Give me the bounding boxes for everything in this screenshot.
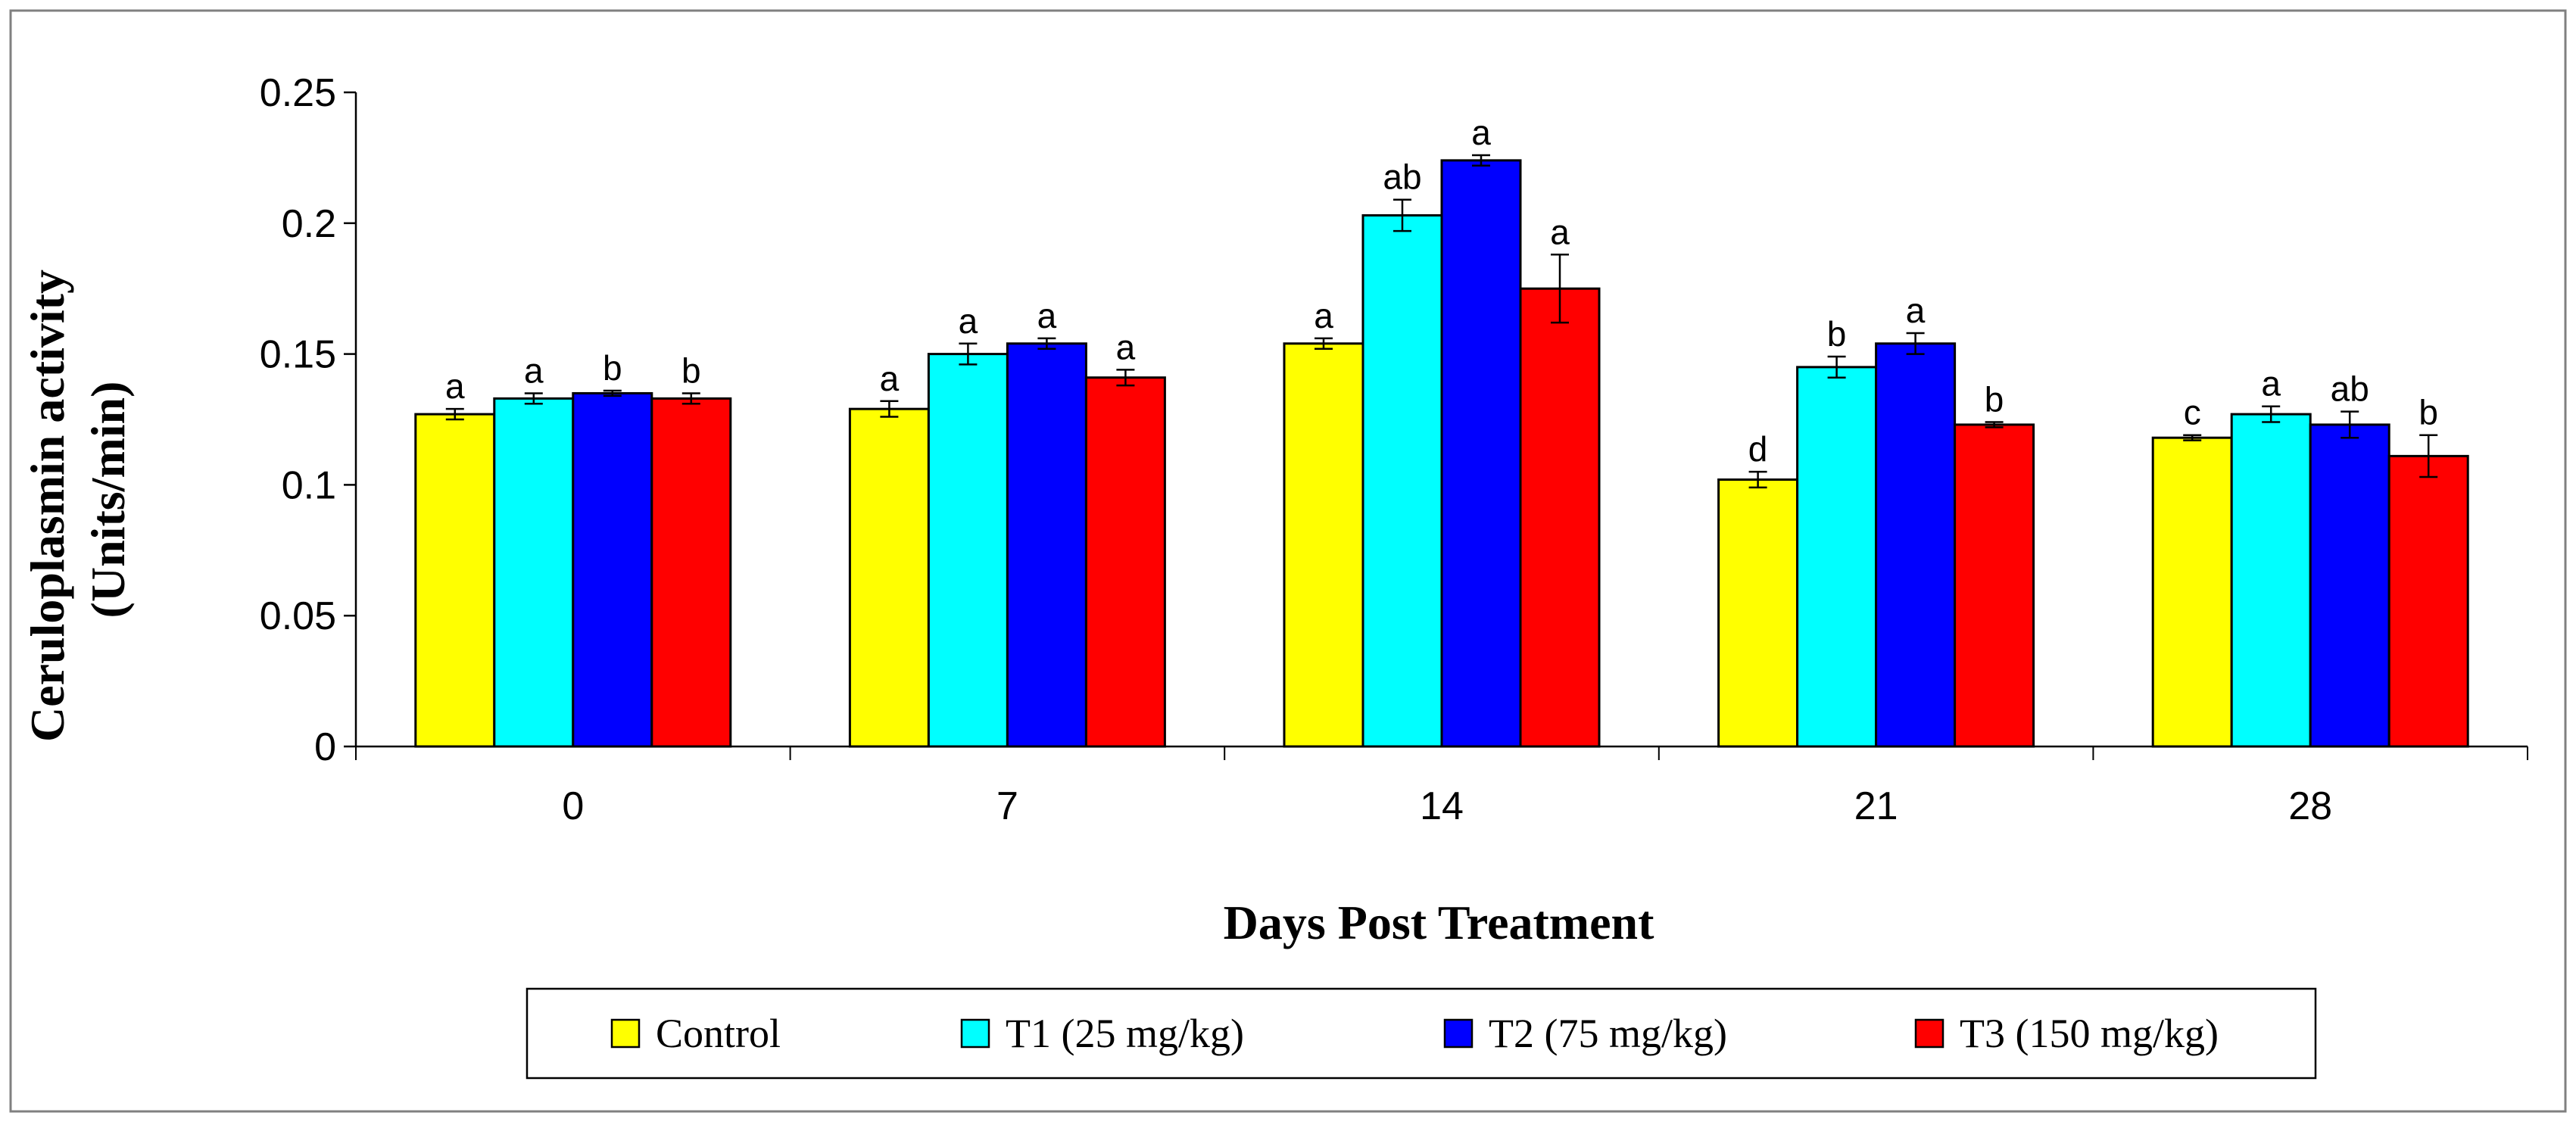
bar xyxy=(1084,376,1166,748)
bar xyxy=(493,397,575,748)
bar xyxy=(2151,436,2233,748)
legend-label: T2 (75 mg/kg) xyxy=(1489,1011,1727,1056)
significance-letter: a xyxy=(880,359,900,398)
y-axis: 0 0.05 0.1 0.15 0.2 0.25 xyxy=(260,71,357,769)
legend-swatch xyxy=(610,1018,641,1049)
significance-letter: b xyxy=(2419,393,2438,432)
significance-letter: c xyxy=(2184,393,2201,432)
bar xyxy=(1519,287,1601,748)
y-tick-label: 0.1 xyxy=(282,463,336,507)
legend-label: Control xyxy=(656,1011,781,1056)
y-axis-title: Ceruloplasmin activity (Units/min) xyxy=(20,257,135,742)
bar xyxy=(414,413,496,748)
significance-letter: b xyxy=(1827,314,1847,354)
significance-letter: a xyxy=(524,351,544,390)
significance-letter: a xyxy=(1314,296,1333,335)
legend: Control T1 (25 mg/kg) T2 (75 mg/kg) T3 (150… xyxy=(525,987,2317,1080)
bar xyxy=(2309,423,2390,748)
y-tick-label: 0 xyxy=(314,725,336,769)
significance-letter: d xyxy=(1748,429,1768,469)
bar xyxy=(1796,366,1878,748)
bar xyxy=(1283,342,1364,748)
x-tick-label: 0 xyxy=(562,784,584,828)
significance-letter: a xyxy=(1116,327,1136,366)
significance-letter: a xyxy=(1550,212,1570,251)
bar xyxy=(1361,213,1443,748)
bar xyxy=(2387,454,2469,748)
legend-swatch xyxy=(960,1018,990,1049)
bar xyxy=(572,391,653,748)
significance-letter: a xyxy=(1906,291,1926,330)
x-tick-label: 14 xyxy=(1420,784,1464,828)
bar xyxy=(2230,413,2312,748)
bar xyxy=(1717,478,1799,748)
significance-letter: b xyxy=(1985,379,2004,419)
y-axis-title-line-2: (Units/min) xyxy=(81,382,135,619)
bar xyxy=(1875,342,1957,748)
bar xyxy=(1954,423,2035,748)
legend-swatch xyxy=(1443,1018,1474,1049)
bar xyxy=(650,397,732,748)
y-axis-title-line-1: Ceruloplasmin activity xyxy=(20,270,74,742)
significance-letter: b xyxy=(681,351,701,390)
bar xyxy=(927,353,1009,748)
significance-letter: a xyxy=(1037,296,1057,335)
x-tick-label: 21 xyxy=(1854,784,1898,828)
legend-swatch xyxy=(1914,1018,1944,1049)
significance-letter: b xyxy=(603,348,622,388)
significance-letter: ab xyxy=(1383,157,1421,197)
significance-letter: a xyxy=(445,366,465,406)
x-axis: 0 7 14 21 28 xyxy=(355,745,2528,828)
y-tick-label: 0.15 xyxy=(260,333,336,377)
bar xyxy=(1440,159,1522,748)
x-axis-title: Days Post Treatment xyxy=(1224,896,1655,949)
legend-label: T3 (150 mg/kg) xyxy=(1960,1011,2219,1056)
y-tick-label: 0.25 xyxy=(260,71,336,115)
legend-label: T1 (25 mg/kg) xyxy=(1006,1011,1244,1056)
legend-box xyxy=(525,987,2317,1080)
significance-letter: a xyxy=(1471,113,1491,152)
bar xyxy=(848,407,930,748)
y-tick-label: 0.05 xyxy=(260,594,336,638)
significance-letter: a xyxy=(2261,364,2281,404)
x-tick-label: 7 xyxy=(996,784,1018,828)
significance-letter: a xyxy=(959,301,978,341)
x-tick-label: 28 xyxy=(2288,784,2332,828)
bar xyxy=(1006,342,1087,748)
y-tick-label: 0.2 xyxy=(282,202,336,246)
significance-letter: ab xyxy=(2331,369,2369,409)
